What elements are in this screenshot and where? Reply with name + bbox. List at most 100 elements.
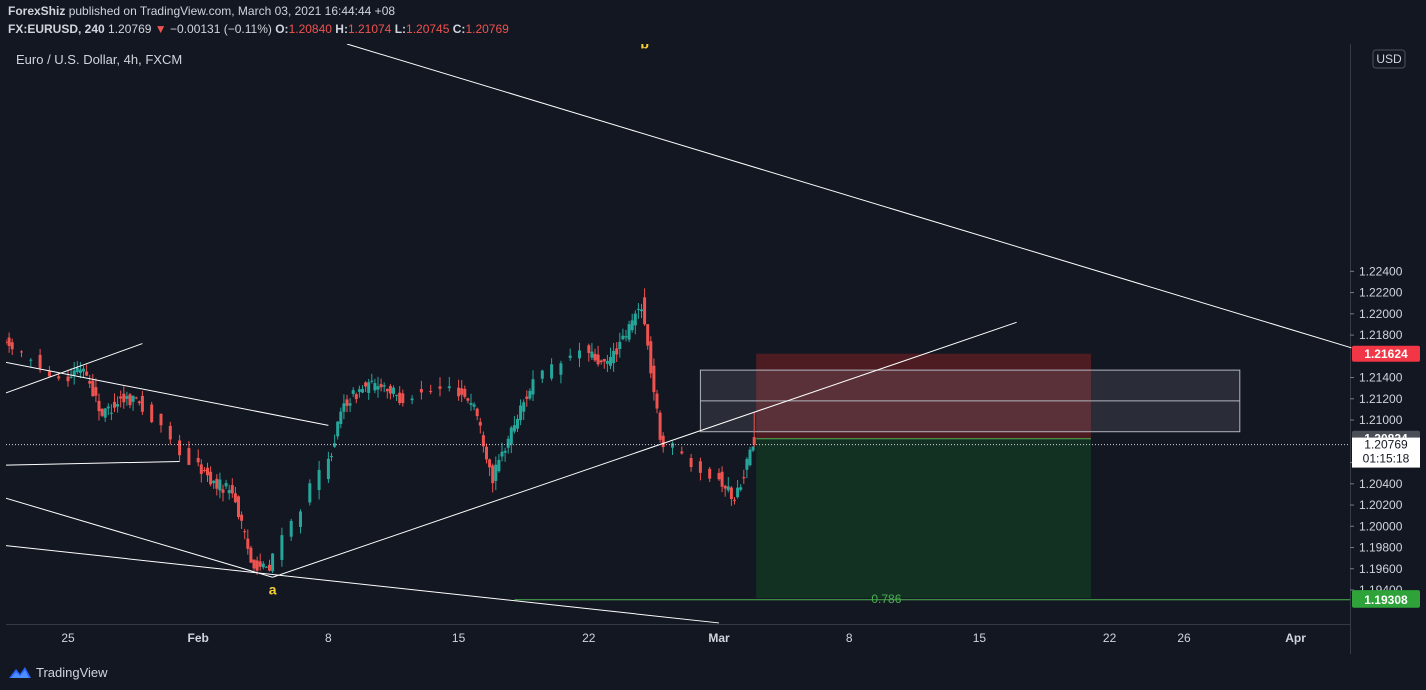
candle-body	[488, 459, 492, 468]
low-value: 1.20745	[406, 22, 450, 36]
candle-body	[345, 399, 349, 406]
candle-body	[419, 389, 423, 393]
x-tick-label: 22	[582, 631, 596, 645]
candle-body	[336, 421, 340, 437]
candle-body	[633, 313, 637, 326]
close-value: 1.20769	[465, 22, 509, 36]
last-price-badge	[1352, 437, 1420, 468]
x-tick-label: 26	[1177, 631, 1191, 645]
candle-body	[348, 403, 352, 406]
candle-body	[82, 368, 85, 372]
candle-body	[593, 353, 597, 361]
candle-body	[429, 391, 433, 393]
candle-body	[410, 398, 414, 401]
candle-body	[463, 388, 467, 397]
candle-body	[729, 487, 733, 499]
wave-label: a	[269, 581, 277, 597]
price-chart[interactable]: Euro / U.S. Dollar, 4h, FXCM 1.22400 1.222…	[0, 35, 1420, 654]
trend-line	[0, 544, 720, 624]
candle-body	[478, 421, 482, 426]
candle-body	[196, 457, 200, 463]
candle-body	[202, 470, 206, 472]
candle-body	[388, 385, 392, 394]
candle-body	[168, 425, 172, 440]
candle-body	[29, 359, 33, 361]
tradingview-brand[interactable]: TradingView	[36, 664, 108, 680]
y-tick-label: 1.22200	[1359, 286, 1403, 300]
close-label: C:	[452, 22, 466, 36]
chart-frame[interactable]: Euro / U.S. Dollar, 4h, FXCM 1.22400 1.222…	[0, 35, 1420, 654]
candle-body	[227, 489, 231, 494]
candle-body	[326, 458, 330, 480]
candle-body	[531, 379, 535, 395]
candle-body	[255, 560, 259, 571]
candle-body	[500, 451, 504, 457]
candle-body	[178, 440, 182, 456]
x-tick-label: Apr	[1285, 631, 1306, 645]
candle-body	[401, 393, 405, 403]
symbol-label[interactable]: FX:EURUSD, 240	[8, 22, 105, 36]
x-tick-label: 8	[325, 631, 332, 645]
candle-body	[230, 485, 234, 494]
y-tick-label: 1.21800	[1359, 328, 1403, 342]
candle-body	[333, 443, 337, 447]
candle-body	[646, 324, 650, 346]
candle-body	[218, 479, 222, 491]
candle-body	[261, 563, 265, 568]
candle-body	[4, 341, 8, 343]
candle-body	[540, 370, 544, 379]
candle-body	[106, 406, 110, 409]
candle-body	[457, 387, 461, 397]
price-axis-badge	[1352, 345, 1420, 362]
candle-body	[466, 398, 470, 401]
candle-body	[698, 461, 702, 473]
candle-body	[299, 511, 302, 527]
candle-body	[680, 451, 684, 454]
candle-body	[354, 394, 358, 400]
candle-body	[720, 471, 724, 487]
candle-body	[640, 309, 643, 312]
publish-line: ForexShiz published on TradingView.com, …	[8, 4, 395, 18]
candle-body	[559, 363, 563, 375]
candle-body	[509, 427, 513, 445]
candle-body	[596, 354, 600, 365]
candle-body	[618, 341, 622, 350]
candle-body	[609, 357, 612, 366]
candle-body	[605, 360, 609, 364]
candle-body	[525, 396, 529, 399]
candle-body	[91, 380, 95, 397]
candle-body	[7, 337, 11, 347]
y-tick-label: 1.22400	[1359, 264, 1403, 278]
candle-body	[503, 450, 507, 453]
candle-body	[460, 388, 464, 395]
candle-body	[357, 389, 361, 392]
candle-body	[224, 482, 228, 487]
candle-body	[342, 403, 346, 412]
chart-header: ForexShiz published on TradingView.com, …	[0, 0, 1426, 42]
candle-body	[491, 465, 495, 484]
trend-line	[0, 360, 329, 426]
stop-loss-zone	[756, 353, 1091, 439]
candle-body	[57, 376, 61, 379]
take-profit-zone	[756, 438, 1091, 599]
candle-body	[485, 446, 488, 460]
candle-body	[736, 487, 740, 498]
y-tick-label: 1.21200	[1359, 392, 1403, 406]
candle-body	[85, 371, 89, 376]
candle-body	[382, 385, 386, 387]
x-tick-label: Mar	[708, 631, 730, 645]
publish-info: published on TradingView.com, March 03, …	[68, 4, 396, 18]
candle-body	[392, 387, 395, 394]
candle-body	[726, 486, 730, 491]
price-axis-badge	[1352, 591, 1420, 608]
candle-body	[339, 411, 343, 425]
author-name[interactable]: ForexShiz	[8, 4, 66, 18]
candle-body	[38, 354, 42, 369]
candle-body	[494, 464, 498, 481]
x-tick-label: 8	[846, 631, 853, 645]
candle-body	[69, 376, 73, 378]
candle-body	[612, 350, 616, 364]
candle-body	[20, 351, 23, 353]
tradingview-logo-icon[interactable]	[8, 665, 32, 679]
candle-body	[469, 402, 473, 405]
